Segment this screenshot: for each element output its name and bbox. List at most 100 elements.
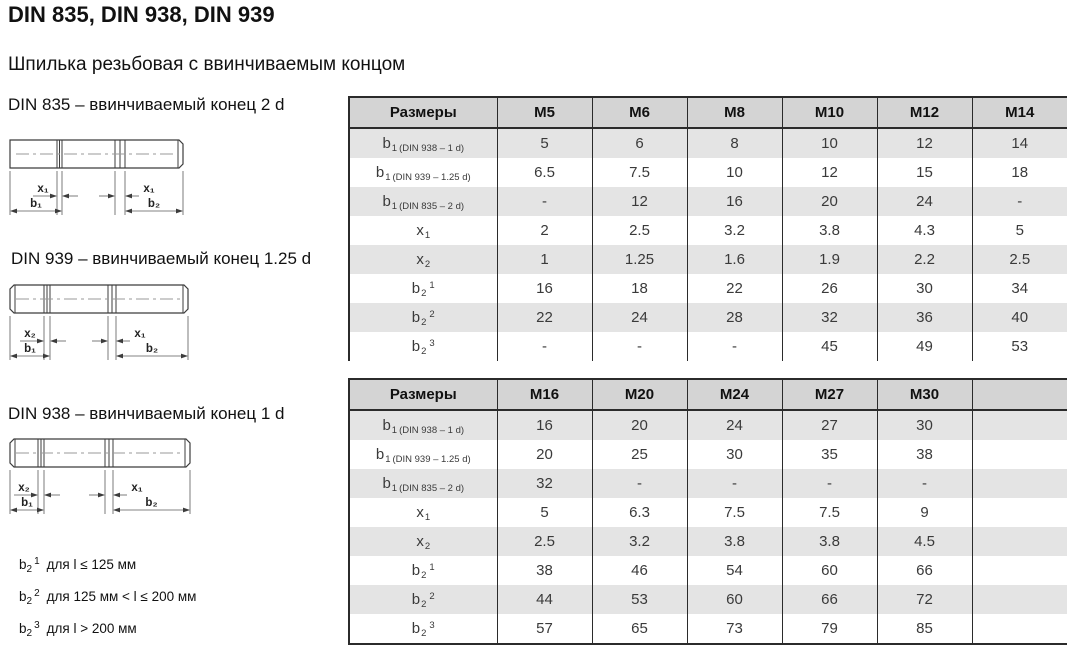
- thread-size-column-header: M20: [592, 378, 688, 411]
- row-label-sub: 2: [421, 288, 427, 299]
- value-cell: [972, 614, 1067, 644]
- dim-label-x-left: x₂: [18, 482, 30, 494]
- row-label: b21: [348, 556, 498, 585]
- value-cell: 65: [592, 614, 688, 644]
- value-cell: -: [592, 332, 688, 361]
- value-cell: 3.8: [782, 527, 878, 556]
- footnote-symbol: b: [19, 621, 27, 636]
- value-cell: -: [497, 332, 593, 361]
- row-label-note: (DIN 939 – 1.25 d): [392, 172, 471, 183]
- row-label-sup: 2: [429, 591, 435, 602]
- row-label-sub: 2: [424, 541, 431, 552]
- value-cell: 30: [877, 410, 973, 440]
- value-cell: 25: [592, 440, 688, 469]
- drawing-caption-din938: DIN 938 – ввинчиваемый конец 1 d: [8, 404, 285, 423]
- value-cell: 22: [687, 274, 783, 303]
- row-label-main: x: [416, 222, 424, 239]
- row-label: x2: [348, 245, 498, 274]
- row-label: b1 (DIN 938 – 1 d): [348, 410, 498, 440]
- row-label-sub: 1: [391, 425, 398, 436]
- row-label-sub: 1: [385, 172, 391, 183]
- value-cell: 54: [687, 556, 783, 585]
- footnote-symbol: b: [19, 557, 27, 572]
- row-label-note: (DIN 938 – 1 d): [399, 425, 465, 436]
- value-cell: 16: [497, 274, 593, 303]
- row-label-sup: 2: [429, 309, 435, 320]
- row-label-sub: 1: [391, 483, 398, 494]
- row-label-main: b: [382, 475, 391, 492]
- footnote-subscript: 2: [26, 564, 33, 575]
- value-cell: 27: [782, 410, 878, 440]
- row-label-sup: 1: [429, 280, 435, 291]
- value-cell: 49: [877, 332, 973, 361]
- dim-label-x-left: x₂: [24, 328, 36, 340]
- value-cell: 32: [497, 469, 593, 498]
- thread-size-column-header: M30: [877, 378, 973, 411]
- row-label-note: (DIN 938 – 1 d): [399, 143, 465, 154]
- size-table-m16-m30: Размеры M16 M20 M24 M27 M30 b1 (DIN 938 – 1 d) 1…: [348, 378, 1067, 645]
- value-cell: 7.5: [782, 498, 878, 527]
- thread-size-column-header: M6: [592, 96, 688, 129]
- value-cell: 3.2: [687, 216, 783, 245]
- value-cell: 60: [782, 556, 878, 585]
- thread-size-column-header: M16: [497, 378, 593, 411]
- row-label-sup: 3: [429, 338, 435, 349]
- drawing-caption-din835: DIN 835 – ввинчиваемый конец 2 d: [8, 95, 285, 114]
- value-cell: 7.5: [687, 498, 783, 527]
- row-label-main: x: [416, 251, 424, 268]
- row-label-main: b: [382, 135, 391, 152]
- row-label: x2: [348, 527, 498, 556]
- thread-size-column-header: M27: [782, 378, 878, 411]
- footnote-superscript: 2: [34, 588, 40, 599]
- row-label-main: b: [411, 591, 421, 608]
- value-cell: 6: [592, 128, 688, 158]
- dim-label-b1: b₁: [30, 198, 42, 210]
- value-cell: 10: [687, 158, 783, 187]
- value-cell: 5: [497, 498, 593, 527]
- value-cell: 9: [877, 498, 973, 527]
- value-cell: 1.25: [592, 245, 688, 274]
- row-label-main: x: [416, 504, 424, 521]
- table-row: b1 (DIN 938 – 1 d) 5 6 8 10 12 14: [348, 128, 1067, 158]
- row-label-sub: 2: [421, 570, 427, 581]
- value-cell: 66: [877, 556, 973, 585]
- value-cell: 30: [877, 274, 973, 303]
- sizes-column-header: Размеры: [348, 378, 498, 411]
- dim-label-b2: b₂: [146, 343, 158, 355]
- row-label: b1 (DIN 835 – 2 d): [348, 469, 498, 498]
- value-cell: 15: [877, 158, 973, 187]
- value-cell: 79: [782, 614, 878, 644]
- value-cell: 28: [687, 303, 783, 332]
- value-cell: 4.3: [877, 216, 973, 245]
- row-label-sub: 2: [421, 317, 427, 328]
- value-cell: 36: [877, 303, 973, 332]
- page-subtitle: Шпилька резьбовая с ввинчиваемым концом: [8, 54, 406, 75]
- footnote-superscript: 1: [34, 556, 40, 567]
- value-cell: 5: [1015, 222, 1024, 239]
- dim-label-b1: b₁: [24, 343, 36, 355]
- footnote-text: для 125 мм < l ≤ 200 мм: [46, 589, 197, 604]
- table-row: x1 2 2.5 3.2 3.8 4.3 5: [348, 216, 1067, 245]
- value-cell: 8: [687, 128, 783, 158]
- value-cell: 53: [592, 585, 688, 614]
- row-label: b1 (DIN 835 – 2 d): [348, 187, 498, 216]
- value-cell: 4.5: [877, 527, 973, 556]
- value-cell: 26: [782, 274, 878, 303]
- thread-size-column-header: M10: [782, 96, 878, 129]
- dim-label-x-right: x₁: [134, 328, 145, 340]
- value-cell: -: [1017, 193, 1023, 210]
- value-cell: 46: [592, 556, 688, 585]
- row-label-sup: 3: [429, 620, 435, 631]
- table-row: b23 57 65 73 79 85: [348, 614, 1067, 644]
- table-row: b23- - -45 49 53: [348, 332, 1067, 361]
- footnote-b2-1: b21 для l ≤ 125 мм: [19, 556, 136, 575]
- row-label-main: x: [416, 533, 424, 550]
- row-label-sub: 1: [424, 230, 431, 241]
- value-cell: 35: [782, 440, 878, 469]
- table-row: b21 16 18 22 26 30 34: [348, 274, 1067, 303]
- din939-stud-drawing: x₂ x₁ b₁ b₂: [9, 284, 189, 360]
- value-cell: 30: [687, 440, 783, 469]
- footnote-b2-2: b22 для 125 мм < l ≤ 200 мм: [19, 588, 197, 607]
- value-cell: 24: [687, 410, 783, 440]
- drawing-caption-din939: DIN 939 – ввинчиваемый конец 1.25 d: [11, 249, 312, 268]
